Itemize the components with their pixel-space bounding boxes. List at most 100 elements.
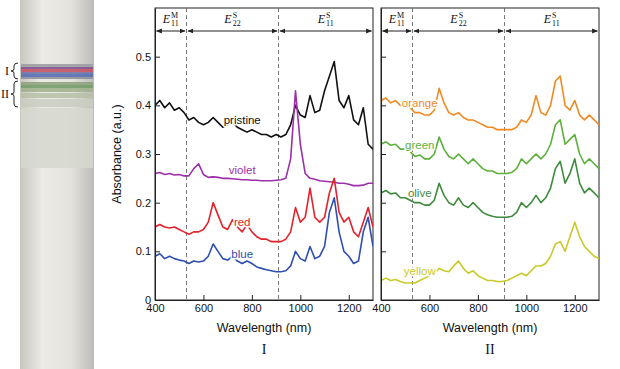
spectrum-line: [381, 222, 599, 283]
tube-band: [21, 67, 93, 69]
region-label: ES11: [543, 11, 560, 28]
series-label: yellow: [404, 265, 437, 277]
tube-band: [21, 69, 93, 72]
spectrum-line: [381, 159, 599, 217]
tick-mark: [252, 295, 253, 300]
tick: 0.2: [136, 197, 160, 209]
x-axis-title: Wavelength (nm): [217, 321, 312, 335]
tick-label: 600: [195, 302, 213, 314]
tick-label: 0.5: [136, 51, 151, 63]
tick: 600: [421, 295, 439, 314]
region-label: ES22: [223, 11, 240, 28]
tick: [381, 203, 386, 204]
tick-mark: [155, 251, 160, 252]
panel: EM11ES22ES11pristinevioletredblue4006008…: [110, 8, 374, 357]
spectrum-line: [155, 91, 373, 186]
region-arrow: [414, 31, 503, 32]
y-axis: [381, 9, 386, 301]
region-label-sub: 11: [171, 19, 179, 28]
tick-mark: [155, 300, 160, 301]
spectrum-line: [155, 178, 373, 241]
figure: IIIEM11ES22ES11pristinevioletredblue4006…: [0, 0, 620, 369]
region-label-sub: 22: [459, 19, 467, 28]
series-label: red: [234, 216, 251, 228]
plot-area: [155, 8, 373, 300]
plot-area: [381, 8, 599, 300]
tick-label: 1000: [515, 302, 539, 314]
tick-mark: [155, 154, 160, 155]
tick: 600: [195, 295, 213, 314]
tick-mark: [155, 57, 160, 58]
region-label-base: E: [223, 12, 232, 26]
tube-band: [21, 108, 93, 168]
region-label: ES22: [449, 11, 466, 28]
series-label: olive: [408, 187, 432, 199]
tube-photo: [11, 0, 94, 369]
tick-mark: [478, 295, 479, 300]
tick-mark: [381, 203, 386, 204]
tick: 800: [243, 295, 261, 314]
region-label-sub: 22: [233, 19, 241, 28]
tick-mark: [155, 203, 160, 204]
tick: [381, 251, 386, 252]
tick-label: 400: [372, 302, 390, 314]
tick: 0.5: [136, 51, 160, 63]
region-arrow: [506, 31, 597, 32]
tube-label: II: [1, 87, 9, 101]
x-axis: 40060080010001200: [146, 295, 373, 314]
tick-mark: [300, 295, 301, 300]
tick-label: 0.4: [136, 99, 151, 111]
tick-label: 1200: [563, 302, 587, 314]
region-label-sub: 11: [552, 19, 560, 28]
tick-mark: [381, 105, 386, 106]
region-boundary: [278, 8, 279, 300]
tick: 1200: [337, 295, 361, 314]
x-axis: 400 600 800 1000 1200: [372, 295, 599, 314]
y-axis: 0 0.1 0.2 0.3 0.4 0.5: [136, 9, 160, 307]
series-label: green: [405, 139, 434, 151]
spectrum-line: [381, 120, 599, 174]
region-label: EM11: [162, 11, 179, 28]
y-axis-title: Absorbance (a.u.): [110, 104, 124, 203]
region-arrow: [383, 31, 411, 32]
region-label-base: E: [543, 12, 552, 26]
region-label-base: E: [317, 12, 326, 26]
x-axis-title: Wavelength (nm): [443, 321, 538, 335]
tick-mark: [203, 295, 204, 300]
tick: 0.4: [136, 99, 160, 111]
region-label-sub: 11: [397, 19, 405, 28]
series-label: violet: [229, 164, 257, 176]
region-label: EM11: [388, 11, 405, 28]
tube-band: [21, 99, 93, 107]
tick: 0.3: [136, 148, 160, 160]
tick-label: 800: [469, 302, 487, 314]
spectrum-line: [155, 62, 373, 150]
region-boundary: [504, 8, 505, 300]
tube-band: [21, 82, 93, 85]
tick-mark: [349, 295, 350, 300]
tick-mark: [526, 295, 527, 300]
tick-mark: [381, 251, 386, 252]
tick-mark: [155, 105, 160, 106]
region-arrow: [157, 31, 185, 32]
tube-band: [21, 85, 93, 88]
region-label: ES11: [317, 11, 334, 28]
series-label: blue: [231, 248, 253, 260]
tube-band: [21, 74, 93, 77]
tick: 1200: [563, 295, 587, 314]
region-boundary: [186, 8, 187, 300]
region-arrow: [188, 31, 277, 32]
tube-band: [21, 88, 93, 92]
panel: EM11ES22ES11orangegreenoliveyellow400600…: [372, 8, 599, 357]
tick-label: 0.1: [136, 245, 151, 257]
tick: 0: [145, 294, 160, 306]
tick: [381, 105, 386, 106]
tube-band: [21, 72, 93, 74]
brace: [11, 63, 18, 79]
tube-body: [20, 0, 94, 369]
tube-label: I: [5, 64, 9, 78]
region-label-base: E: [162, 12, 171, 26]
tick-label: 800: [243, 302, 261, 314]
tick-label: 600: [421, 302, 439, 314]
tick-label: 0.2: [136, 197, 151, 209]
